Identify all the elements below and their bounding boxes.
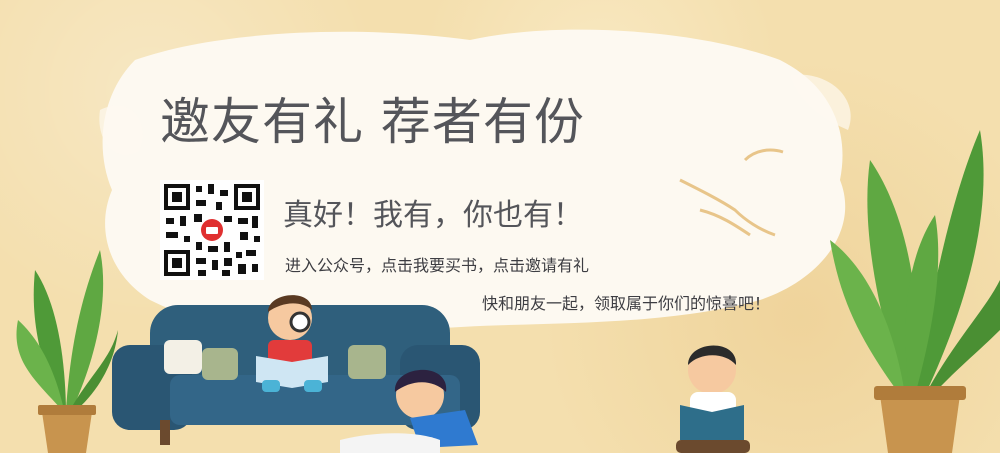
left-plant: [16, 250, 118, 453]
paper-brush-area: [99, 29, 851, 337]
instruction-text: 进入公众号，点击我要买书，点击邀请有礼: [285, 256, 590, 275]
sofa: [112, 305, 480, 445]
right-plant: [830, 130, 1000, 453]
tagline: 真好！我有，你也有！: [283, 198, 583, 233]
shop-logo-icon: [201, 219, 223, 241]
page-title: 邀友有礼 荐者有份: [160, 93, 585, 151]
girl-reading: [340, 369, 478, 453]
invite-text: 快和朋友一起，领取属于你们的惊喜吧！: [482, 294, 771, 313]
boy-with-magnifier: [256, 295, 328, 392]
boy-reading: [676, 345, 750, 453]
scribble-decoration: [679, 148, 784, 237]
qr-code[interactable]: [160, 180, 264, 280]
